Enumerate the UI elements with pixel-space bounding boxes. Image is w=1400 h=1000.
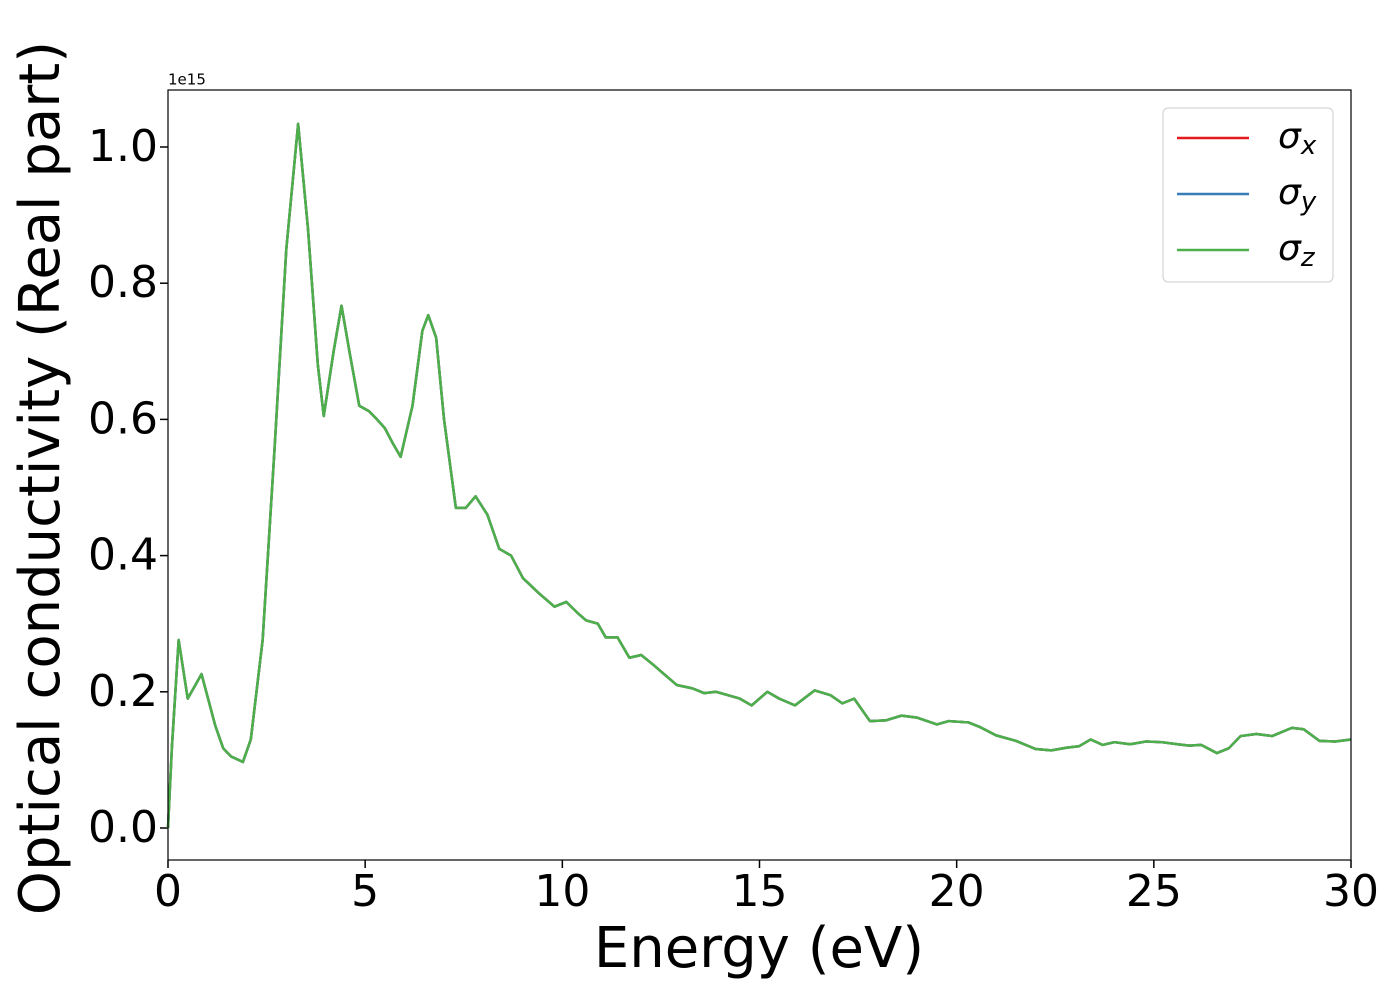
legend: σx σy σz [1162, 107, 1334, 283]
y-tick-label: 0.2 [88, 666, 158, 717]
x-tick-label: 30 [1323, 866, 1379, 917]
legend-label: σy [1278, 172, 1317, 217]
series-line [166, 122, 1352, 829]
x-axis-label: Energy (eV) [594, 916, 924, 981]
y-tick-label: 0.4 [88, 530, 158, 581]
x-tick-label: 15 [732, 866, 788, 917]
x-tick-label: 5 [351, 866, 379, 917]
y-tick-label: 0.0 [88, 802, 158, 853]
y-tick-label: 1.0 [88, 121, 158, 172]
x-tick-label: 20 [929, 866, 985, 917]
y-axis-label: Optical conductivity (Real part) [8, 41, 73, 915]
legend-label: σz [1278, 228, 1316, 273]
x-tick-label: 25 [1126, 866, 1182, 917]
x-tick-label: 0 [154, 866, 182, 917]
plot-frame [167, 89, 1352, 861]
y-tick-label: 0.8 [88, 257, 158, 308]
y-offset-label: 1e15 [168, 71, 206, 89]
legend-label: σx [1278, 116, 1317, 161]
x-tick-label: 10 [534, 866, 590, 917]
y-tick-label: 0.6 [88, 393, 158, 444]
